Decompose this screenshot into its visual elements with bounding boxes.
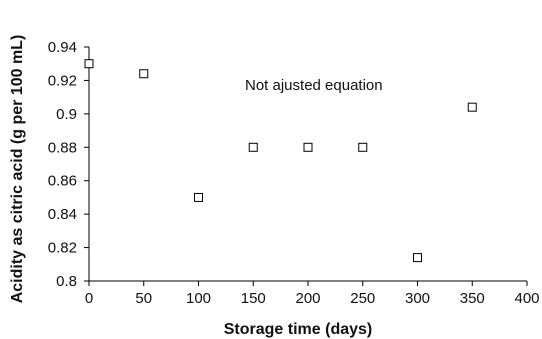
data-point [248,142,258,152]
data-point [194,192,203,202]
y-axis-title: Acidity as citric acid (g per 100 mL) [9,35,26,304]
x-tick-label: 200 [295,290,320,307]
x-tick-label: 100 [186,290,211,307]
data-point [139,69,149,79]
y-tick-label: 0.8 [56,273,77,290]
data-points [84,59,477,263]
x-tick-label: 250 [350,290,375,307]
data-point [467,102,477,112]
x-tick-label: 150 [241,290,266,307]
x-tick-label: 350 [460,290,485,307]
x-tick-label: 400 [514,290,539,307]
x-axis-title: Storage time (days) [224,321,372,338]
y-tick-label: 0.94 [48,39,77,56]
x-tick-label: 50 [135,290,152,307]
y-tick-label: 0.92 [48,72,77,89]
y-tick-label: 0.88 [48,139,77,156]
y-tick-label: 0.9 [56,106,77,123]
data-point [84,59,94,69]
chart-annotation: Not ajusted equation [245,77,383,94]
y-tick-label: 0.86 [48,173,77,190]
x-tick-label: 300 [405,290,430,307]
x-axis-ticks: 0 50 100 150 200 250 300 350 400 [85,281,540,307]
y-axis-ticks: 0.8 0.82 0.84 0.86 0.88 0.9 0.92 0.94 [48,39,89,290]
data-point [303,142,313,152]
data-point [413,253,422,263]
y-tick-label: 0.82 [48,240,77,257]
y-tick-label: 0.84 [48,206,77,223]
x-tick-label: 0 [85,290,93,307]
data-point [358,142,368,152]
